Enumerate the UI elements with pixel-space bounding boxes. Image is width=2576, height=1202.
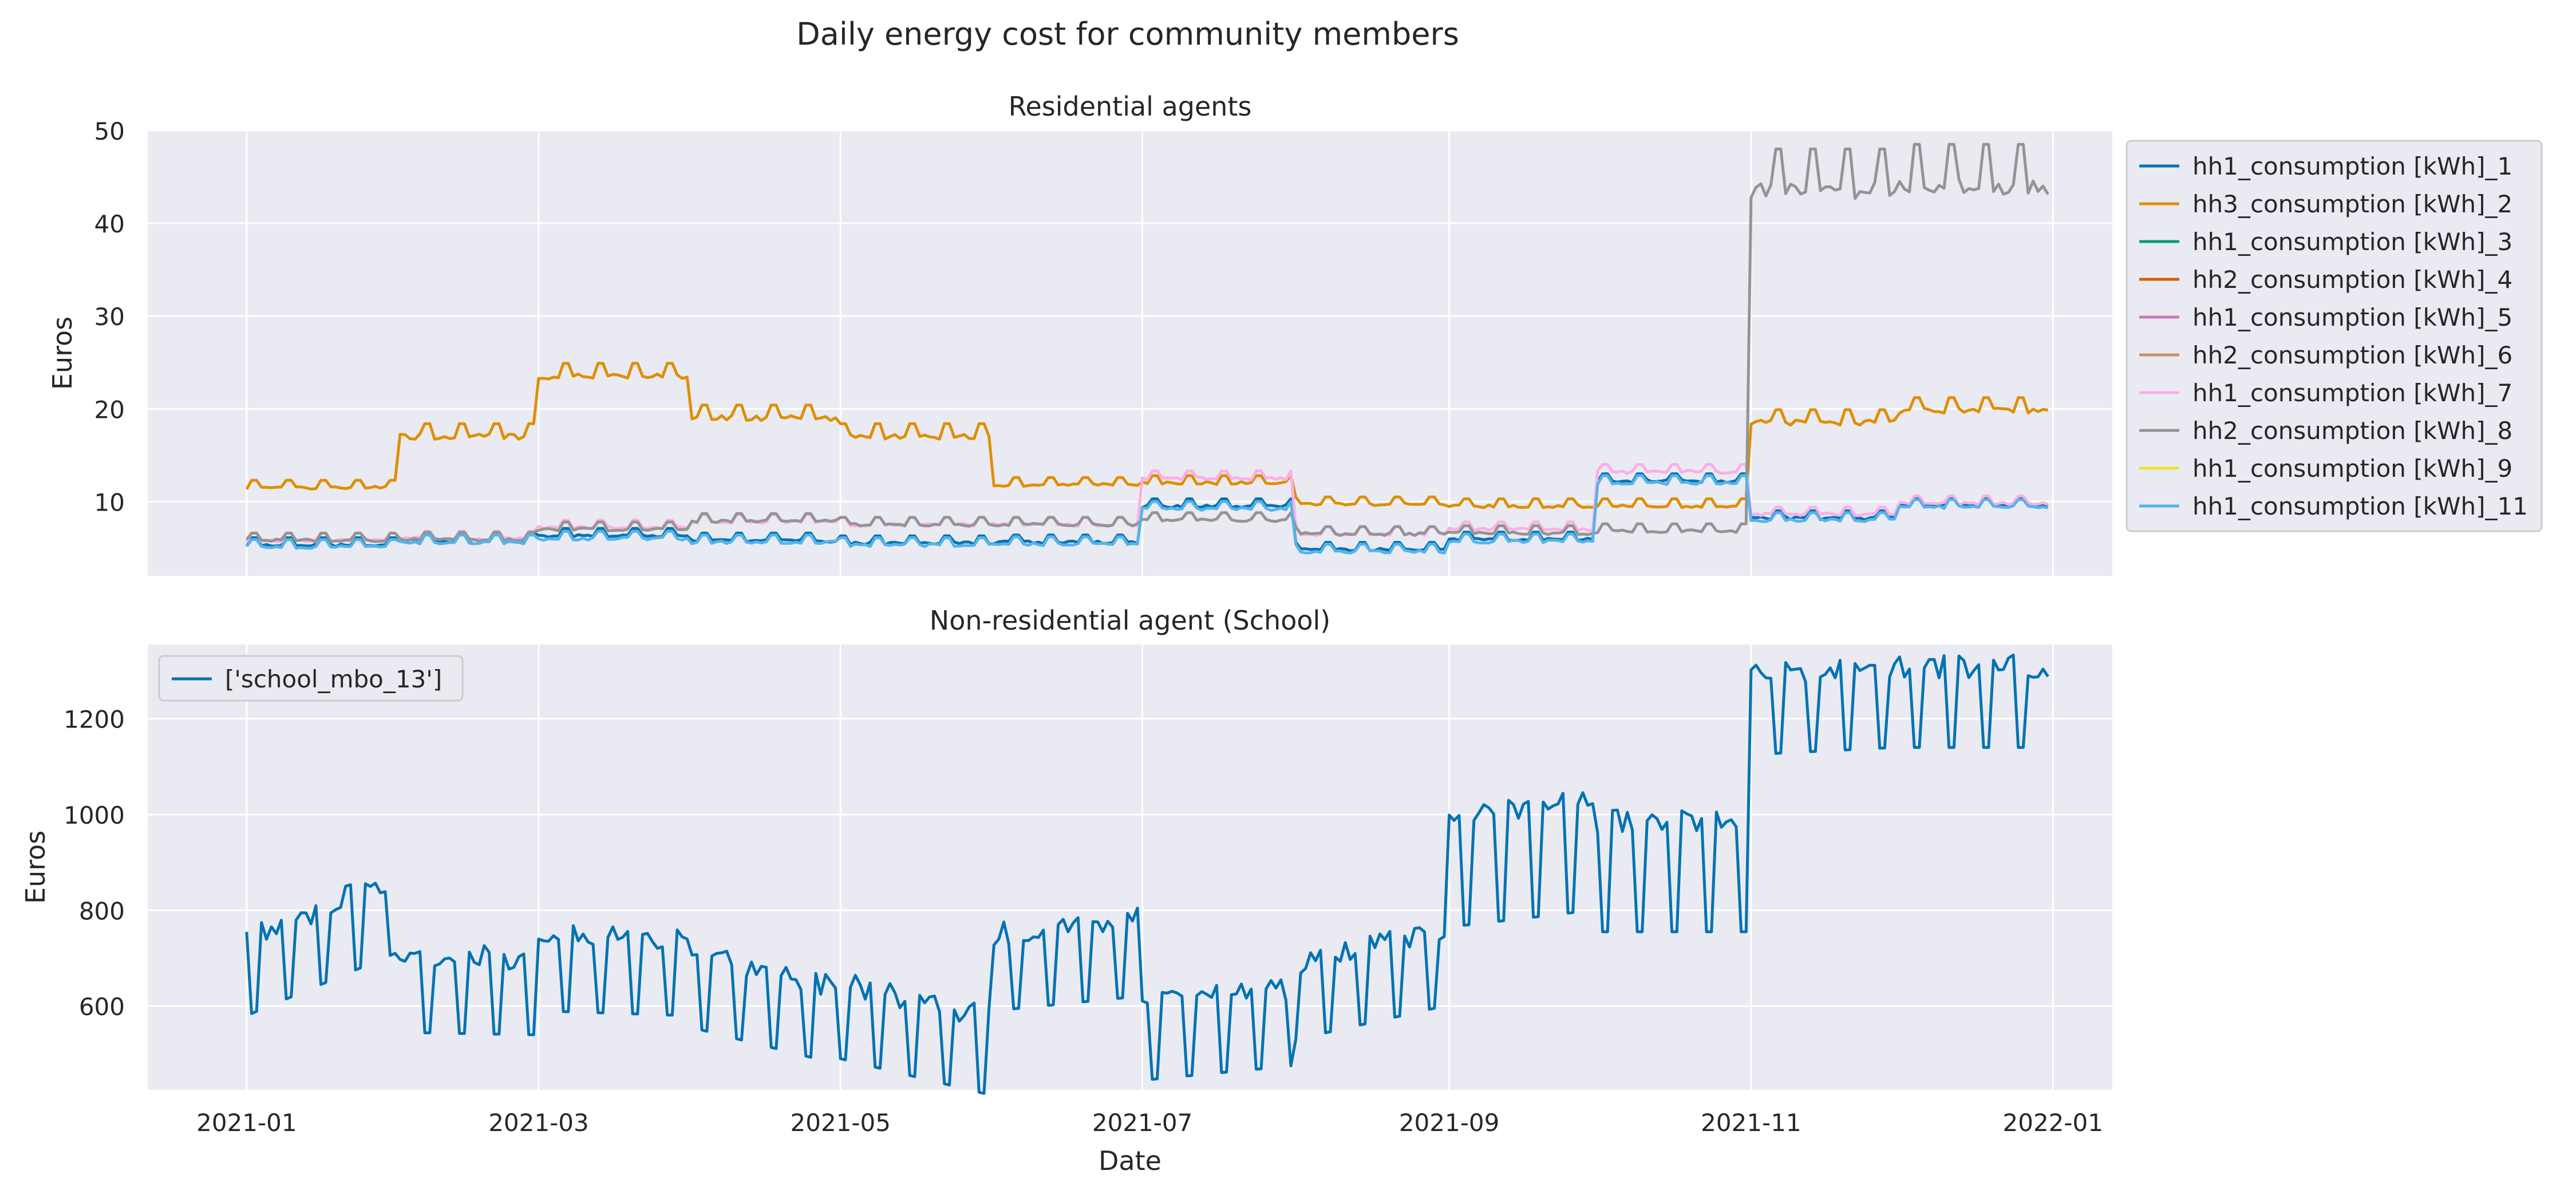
school-legend: ['school_mbo_13'] [158,655,464,702]
x-tick-label: 2021-05 [791,1109,891,1137]
legend-label: hh1_consumption [kWh]_11 [2192,492,2528,520]
legend-frame [2125,140,2543,532]
series-line [245,143,2049,544]
legend-label: hh2_consumption [kWh]_4 [2192,266,2512,294]
y-tick-label: 800 [79,897,125,925]
legend-label: hh1_consumption [kWh]_5 [2192,303,2512,331]
y-tick-label: 1200 [64,706,125,734]
residential-legend: hh1_consumption [kWh]_1 hh3_consumption [… [2125,140,2543,532]
legend-frame [158,655,464,702]
legend-label: hh1_consumption [kWh]_1 [2192,152,2512,180]
series-line [245,653,2049,1095]
school-panel-title: Non-residential agent (School) [930,605,1330,636]
y-tick-label: 30 [94,303,125,331]
residential-panel-title: Residential agents [1009,91,1252,122]
y-tick-label: 10 [94,488,125,516]
x-tick-label: 2022-01 [2003,1109,2104,1137]
legend-label: hh3_consumption [kWh]_2 [2192,190,2512,218]
date-x-ticks: 2021-01 2021-03 2021-05 2021-07 2021-09 2021-… [196,1109,2103,1137]
residential-gridlines [148,129,2112,576]
legend-label: hh2_consumption [kWh]_6 [2192,341,2512,369]
x-tick-label: 2021-11 [1701,1109,1801,1137]
x-tick-label: 2021-09 [1399,1109,1500,1137]
legend-label: ['school_mbo_13'] [225,665,442,693]
residential-lines [245,143,2049,555]
series-line [245,474,2049,555]
legend-label: hh1_consumption [kWh]_3 [2192,228,2512,256]
residential-panel: 10 20 30 40 50 Residential agents Euros hh1_… [47,91,2543,576]
x-tick-label: 2021-07 [1092,1109,1193,1137]
y-tick-label: 600 [79,993,125,1021]
legend-label: hh2_consumption [kWh]_8 [2192,417,2512,445]
legend-label: hh1_consumption [kWh]_7 [2192,379,2512,407]
x-axis-label: Date [1099,1145,1161,1176]
school-lines [245,653,2049,1095]
x-tick-label: 2021-01 [196,1109,297,1137]
y-tick-label: 40 [94,210,125,238]
y-tick-label: 20 [94,396,125,424]
school-y-ticks: 600 800 1000 1200 [64,706,125,1021]
x-tick-label: 2021-03 [488,1109,589,1137]
legend-label: hh1_consumption [kWh]_9 [2192,454,2512,483]
figure-title: Daily energy cost for community members [796,16,1459,52]
y-tick-label: 1000 [64,801,125,829]
school-gridlines [148,645,2112,1090]
school-y-axis-label: Euros [20,831,51,904]
y-tick-label: 50 [94,117,125,145]
residential-y-ticks: 10 20 30 40 50 [94,117,125,516]
residential-y-axis-label: Euros [47,317,78,390]
